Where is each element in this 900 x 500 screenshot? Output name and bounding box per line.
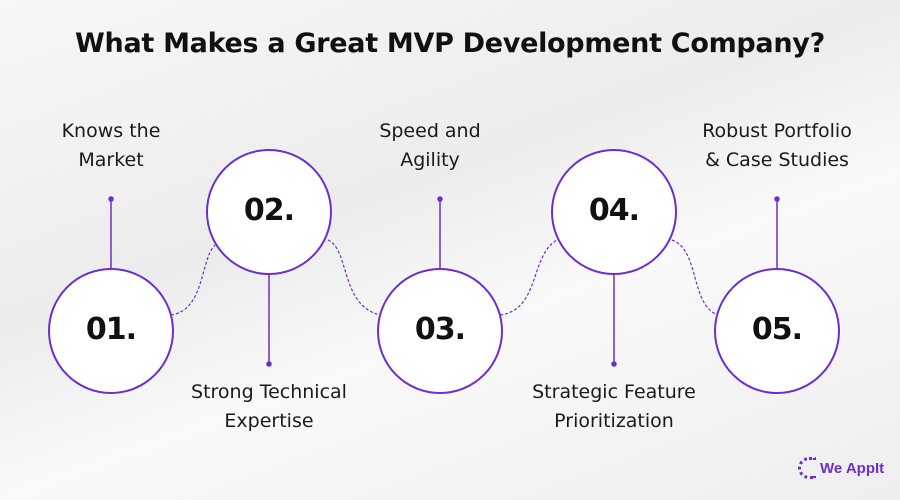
label-line: Market xyxy=(78,149,144,171)
step-label-2: Strong Technical Expertise xyxy=(169,378,369,436)
logo-text: We AppIt xyxy=(820,459,885,477)
step-circle-1 xyxy=(48,268,174,394)
step-label-4: Strategic Feature Prioritization xyxy=(514,378,714,436)
step-circle-4 xyxy=(551,149,677,275)
connector-1-2 xyxy=(170,244,216,316)
step-number-4: 04. xyxy=(588,193,640,228)
step-label-3: Speed and Agility xyxy=(330,117,530,175)
brand-logo: We AppIt xyxy=(798,457,884,479)
label-line: Knows the xyxy=(61,120,161,142)
connector-4-5 xyxy=(671,239,719,316)
connector-3-4 xyxy=(499,239,558,316)
label-line: Strong Technical xyxy=(191,381,347,403)
stem-dot-1 xyxy=(108,196,114,202)
stem-dot-3 xyxy=(437,196,443,202)
step-circle-5 xyxy=(714,268,840,394)
step-number-5: 05. xyxy=(751,312,803,347)
step-number-1: 01. xyxy=(85,312,137,347)
label-line: & Case Studies xyxy=(705,149,849,171)
stem-dot-2 xyxy=(266,361,272,367)
step-circle-3 xyxy=(377,268,503,394)
step-label-5: Robust Portfolio & Case Studies xyxy=(677,117,877,175)
step-number-2: 02. xyxy=(243,193,295,228)
page-title: What Makes a Great MVP Development Compa… xyxy=(75,28,825,59)
step-number-3: 03. xyxy=(414,312,466,347)
stem-dot-4 xyxy=(611,361,617,367)
label-line: Expertise xyxy=(224,410,314,432)
connector-2-3 xyxy=(327,239,381,316)
logo-mark-icon xyxy=(798,457,816,479)
label-line: Speed and xyxy=(379,120,481,142)
step-circle-2 xyxy=(206,149,332,275)
step-label-1: Knows the Market xyxy=(11,117,211,175)
label-line: Robust Portfolio xyxy=(702,120,852,142)
label-line: Strategic Feature xyxy=(532,381,696,403)
label-line: Prioritization xyxy=(554,410,674,432)
stem-dot-5 xyxy=(774,196,780,202)
label-line: Agility xyxy=(400,149,460,171)
